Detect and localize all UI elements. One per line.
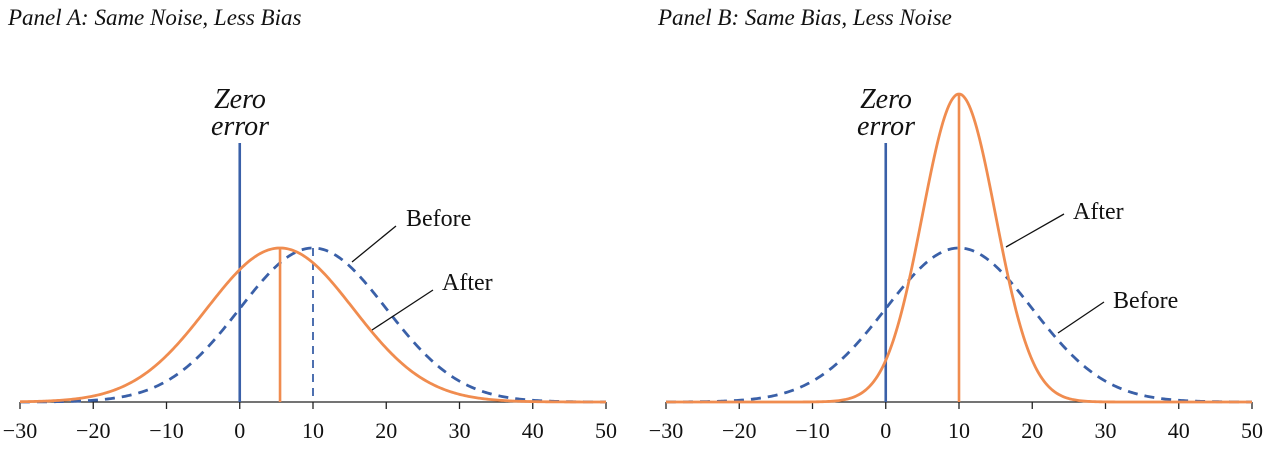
panel-a-x-tick-label: 10 — [302, 418, 324, 443]
panel-a-after-annotation: After — [442, 270, 493, 296]
panel-b-x-tick-label: 50 — [1241, 418, 1263, 443]
panel-b-zero-label-line2: error — [857, 111, 915, 142]
panel-b-before-annotation: Before — [1113, 288, 1178, 314]
panel-b-x-tick-label: 0 — [880, 418, 891, 443]
panel-b-x-tick-label: −20 — [722, 418, 756, 443]
panel-a-x-tick-label: 30 — [449, 418, 471, 443]
panel-a: Panel A: Same Noise, Less Bias −30 −20 −10… — [3, 5, 617, 443]
panel-a-after-annotation-leader — [371, 289, 434, 331]
panel-a-x-tick-label: −20 — [76, 418, 110, 443]
panel-b-x-tick-label: 30 — [1095, 418, 1117, 443]
panel-a-x-tick-label: −10 — [149, 418, 183, 443]
panel-b-before-annotation-leader — [1057, 301, 1105, 334]
panel-a-x-tick-label: −30 — [3, 418, 37, 443]
panel-b-after-annotation: After — [1073, 199, 1124, 225]
panel-b-x-tick-label: −30 — [649, 418, 683, 443]
panel-a-before-annotation: Before — [406, 206, 471, 232]
panel-a-title: Panel A: Same Noise, Less Bias — [7, 5, 301, 30]
panel-b-after-annotation-leader — [1005, 213, 1065, 248]
panel-b-x-tick-label: 20 — [1021, 418, 1043, 443]
panel-a-x-tick-label: 0 — [234, 418, 245, 443]
panel-b-zero-label-line1: Zero — [860, 84, 912, 115]
panel-a-x-tick-label: 50 — [595, 418, 617, 443]
panel-a-before-annotation-leader — [351, 225, 397, 263]
panel-a-x-tick-label: 20 — [375, 418, 397, 443]
panel-b-x-tick-label: 10 — [948, 418, 970, 443]
panel-b-x-tick-label: 40 — [1168, 418, 1190, 443]
panel-b-x-tick-label: −10 — [795, 418, 829, 443]
panel-a-x-tick-label: 40 — [522, 418, 544, 443]
panel-b-title: Panel B: Same Bias, Less Noise — [657, 5, 952, 30]
panel-a-zero-label-line2: error — [211, 111, 269, 142]
panel-b: Panel B: Same Bias, Less Noise −30 −20 −10… — [649, 5, 1263, 443]
panel-a-zero-label-line1: Zero — [214, 84, 266, 115]
panel-a-after-curve — [19, 246, 606, 404]
